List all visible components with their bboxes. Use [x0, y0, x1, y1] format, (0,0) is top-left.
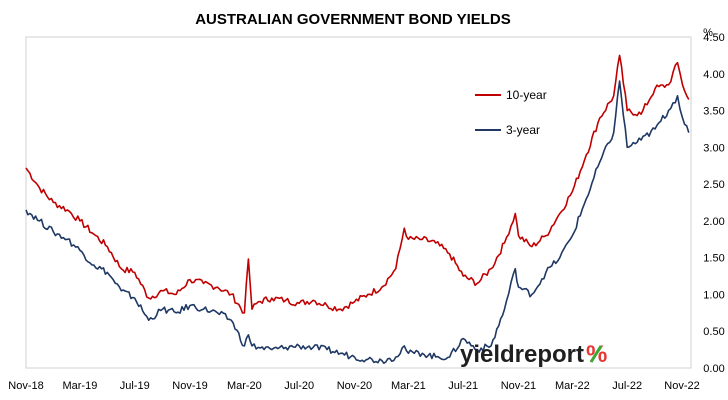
series-line-3-year — [25, 80, 690, 364]
y-tick-label: 4.50 — [703, 32, 724, 44]
chart-legend: 10-year 3-year — [475, 88, 547, 137]
x-tick-label: Nov-18 — [8, 380, 43, 392]
svg-text:yieldreport: yieldreport — [460, 341, 584, 368]
legend-label-10-year: 10-year — [506, 88, 547, 102]
x-tick-label: Jul-19 — [120, 380, 150, 392]
legend-label-3-year: 3-year — [506, 123, 540, 137]
y-tick-label: 4.00 — [703, 69, 724, 81]
y-axis-unit: % — [703, 27, 713, 39]
x-tick-label: Jul-20 — [284, 380, 314, 392]
x-tick-label: Nov-22 — [664, 380, 699, 392]
series-lines — [25, 54, 690, 364]
brand-accent-tick — [589, 345, 603, 363]
brand-logo: yieldreport % — [460, 341, 607, 368]
x-tick-label: Mar-19 — [62, 380, 97, 392]
y-tick-label: 3.50 — [703, 106, 724, 118]
y-tick-label: 3.00 — [703, 142, 724, 154]
x-tick-label: Nov-20 — [337, 380, 372, 392]
x-tick-label: Mar-22 — [555, 380, 590, 392]
x-axis-ticks: Nov-18 Mar-19 Jul-19 Nov-19 Mar-20 Jul-20 Nov-… — [8, 380, 699, 392]
brand-wordmark: yieldreport — [460, 341, 584, 368]
y-axis-ticks: 0.00 0.50 1.00 1.50 2.00 2.50 3.00 3.50 4.00 4.50 — [703, 32, 724, 375]
y-tick-label: 1.00 — [703, 289, 724, 301]
y-tick-label: 2.50 — [703, 179, 724, 191]
x-tick-label: Nov-19 — [172, 380, 207, 392]
x-tick-label: Jul-21 — [448, 380, 478, 392]
x-tick-label: Nov-21 — [501, 380, 536, 392]
x-tick-label: Mar-20 — [227, 380, 262, 392]
y-tick-label: 0.50 — [703, 326, 724, 338]
y-tick-label: 2.00 — [703, 216, 724, 228]
y-tick-label: 1.50 — [703, 253, 724, 265]
chart-title: AUSTRALIAN GOVERNMENT BOND YIELDS — [195, 11, 511, 28]
plot-area — [25, 36, 692, 369]
y-tick-label: 0.00 — [703, 363, 724, 375]
x-tick-label: Mar-21 — [391, 380, 426, 392]
x-tick-label: Jul-22 — [612, 380, 642, 392]
series-line-10-year — [25, 54, 690, 314]
